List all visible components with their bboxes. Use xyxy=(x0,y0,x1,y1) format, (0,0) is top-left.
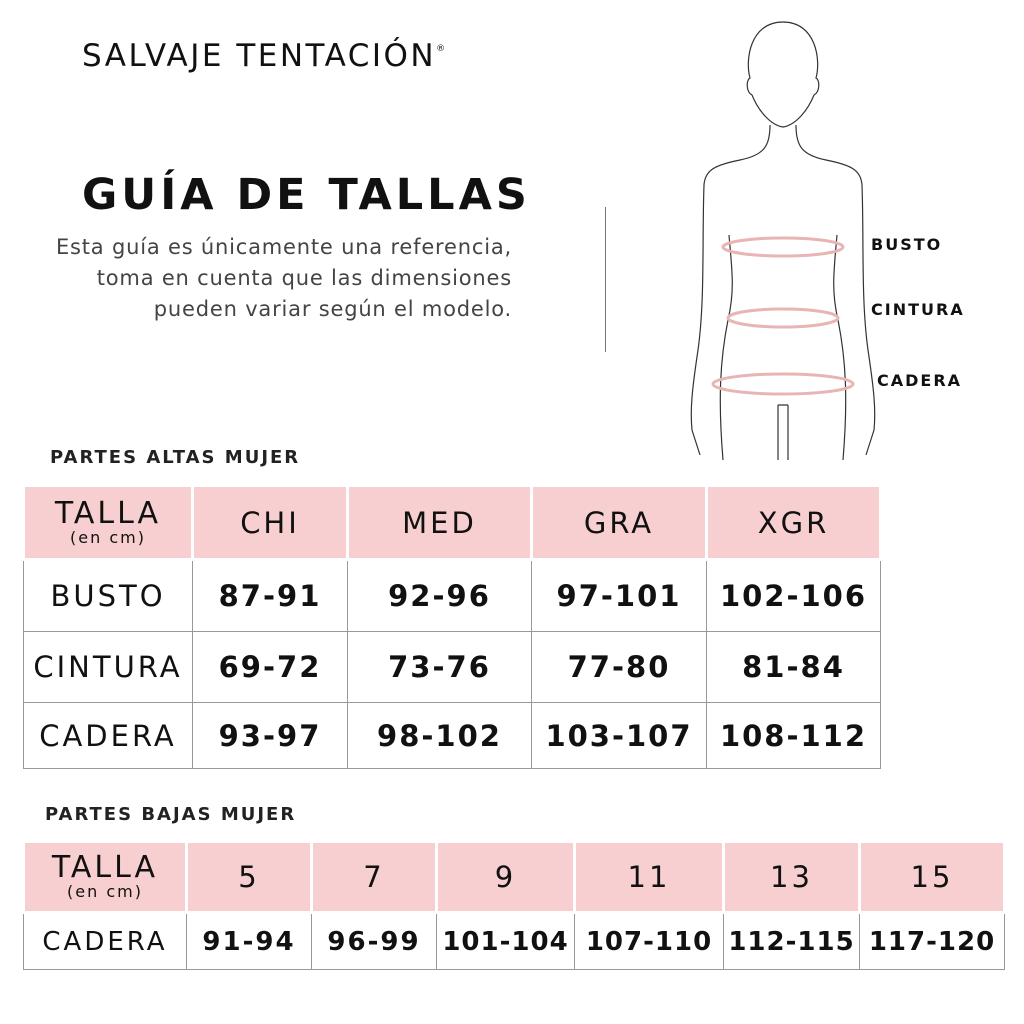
table-cell: 112-115 xyxy=(723,912,860,970)
table-cell: 92-96 xyxy=(347,559,532,632)
body-figure-illustration xyxy=(690,21,876,460)
column-header: 15 xyxy=(858,840,1006,914)
row-label: CADERA xyxy=(23,702,193,769)
column-header: 9 xyxy=(435,840,576,914)
table-cell: 107-110 xyxy=(574,912,724,970)
table-row: BUSTO 87-91 92-96 97-101 102-106 xyxy=(23,559,881,632)
description: Esta guía es únicamente una referencia, … xyxy=(55,235,512,321)
column-header: 7 xyxy=(310,840,438,914)
column-header: 13 xyxy=(722,840,861,914)
figure-label-cintura: CINTURA xyxy=(871,300,965,319)
table-cell: 117-120 xyxy=(859,912,1005,970)
row-label: BUSTO xyxy=(23,559,193,632)
table-header-row: TALLA (en cm) 5 7 9 11 13 15 xyxy=(22,840,1006,914)
brand-name: SALVAJE TENTACIÓN xyxy=(82,38,437,74)
table-row: CINTURA 69-72 73-76 77-80 81-84 xyxy=(23,631,881,703)
column-header: XGR xyxy=(705,484,882,561)
talla-label: TALLA xyxy=(51,850,159,885)
page-title: GUÍA DE TALLAS xyxy=(82,170,531,220)
table-header-row: TALLA (en cm) CHI MED GRA XGR xyxy=(22,484,882,561)
table-row: CADERA 91-94 96-99 101-104 107-110 112-1… xyxy=(23,912,1005,970)
brand-logo: SALVAJE TENTACIÓN® xyxy=(82,38,445,74)
divider xyxy=(605,207,606,352)
talla-header: TALLA (en cm) xyxy=(22,484,194,561)
unit-label: (en cm) xyxy=(67,882,143,901)
table-cell: 91-94 xyxy=(186,912,312,970)
table-cell: 77-80 xyxy=(531,631,707,703)
row-label: CINTURA xyxy=(23,631,193,703)
column-header: 11 xyxy=(573,840,725,914)
lower-size-table: TALLA (en cm) 5 7 9 11 13 15 CADERA 91-94… xyxy=(22,840,1006,970)
upper-section-title: PARTES ALTAS MUJER xyxy=(50,447,301,468)
table-cell: 97-101 xyxy=(531,559,707,632)
table-cell: 81-84 xyxy=(706,631,881,703)
table-cell: 101-104 xyxy=(436,912,575,970)
talla-header: TALLA (en cm) xyxy=(22,840,188,914)
table-row: CADERA 93-97 98-102 103-107 108-112 xyxy=(23,702,881,769)
registered-mark: ® xyxy=(436,44,446,54)
table-cell: 69-72 xyxy=(192,631,348,703)
table-cell: 96-99 xyxy=(311,912,437,970)
table-cell: 87-91 xyxy=(192,559,348,632)
lower-section-title: PARTES BAJAS MUJER xyxy=(45,804,297,825)
table-cell: 108-112 xyxy=(706,702,881,769)
column-header: 5 xyxy=(185,840,313,914)
column-header: MED xyxy=(346,484,533,561)
row-label: CADERA xyxy=(23,912,187,970)
talla-label: TALLA xyxy=(54,495,162,531)
table-cell: 102-106 xyxy=(706,559,881,632)
table-cell: 73-76 xyxy=(347,631,532,703)
figure-label-busto: BUSTO xyxy=(871,235,943,254)
unit-label: (en cm) xyxy=(70,527,146,547)
column-header: GRA xyxy=(530,484,708,561)
upper-size-table: TALLA (en cm) CHI MED GRA XGR BUSTO 87-91… xyxy=(22,484,882,769)
figure-label-cadera: CADERA xyxy=(877,371,963,390)
column-header: CHI xyxy=(191,484,349,561)
table-cell: 103-107 xyxy=(531,702,707,769)
table-cell: 98-102 xyxy=(347,702,532,769)
table-cell: 93-97 xyxy=(192,702,348,769)
